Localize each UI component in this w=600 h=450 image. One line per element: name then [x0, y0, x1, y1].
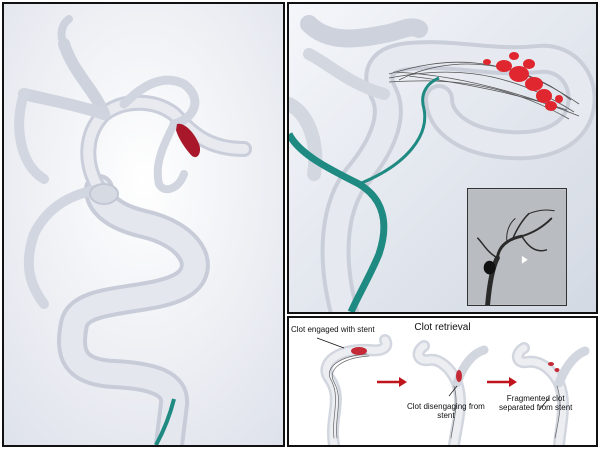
panel-vessel-occlusion: [2, 2, 285, 447]
panel-clot-retrieval: Clot retrieval: [287, 316, 598, 447]
clot-fragments-step3: [548, 362, 560, 372]
label-clot-disengaging-line1: Clot disengaging from: [407, 402, 485, 411]
label-fragmented-clot-line2: separated from stent: [499, 403, 573, 413]
panel-stent-deployment: [287, 2, 598, 314]
catheter-shape: [154, 398, 176, 445]
arrow-step1-to-2: [377, 377, 407, 387]
label-fragmented-clot: Fragmented clot separated from stent: [499, 394, 572, 412]
catheter-shape: [289, 132, 388, 312]
clot-fragments: [483, 52, 563, 111]
retrieval-sequence-illustration: [316, 334, 590, 445]
label-clot-engaged: Clot engaged with stent: [291, 325, 375, 334]
retrieval-title: Clot retrieval: [414, 322, 471, 333]
clot-step2: [456, 370, 462, 382]
label-clot-disengaging: Clot disengaging from stent: [407, 402, 485, 420]
clot-step1: [351, 347, 367, 355]
clot-shape: [176, 123, 201, 158]
label-fragmented-clot-line1: Fragmented clot: [506, 394, 565, 403]
stent-deployment-illustration: [289, 4, 596, 312]
arrow-step2-to-3: [487, 377, 517, 387]
vessel-model-illustration: [4, 4, 283, 445]
label-clot-disengaging-line2: stent: [437, 411, 455, 421]
angiogram-inset: [467, 188, 567, 306]
arrowhead-marker: [521, 255, 528, 264]
